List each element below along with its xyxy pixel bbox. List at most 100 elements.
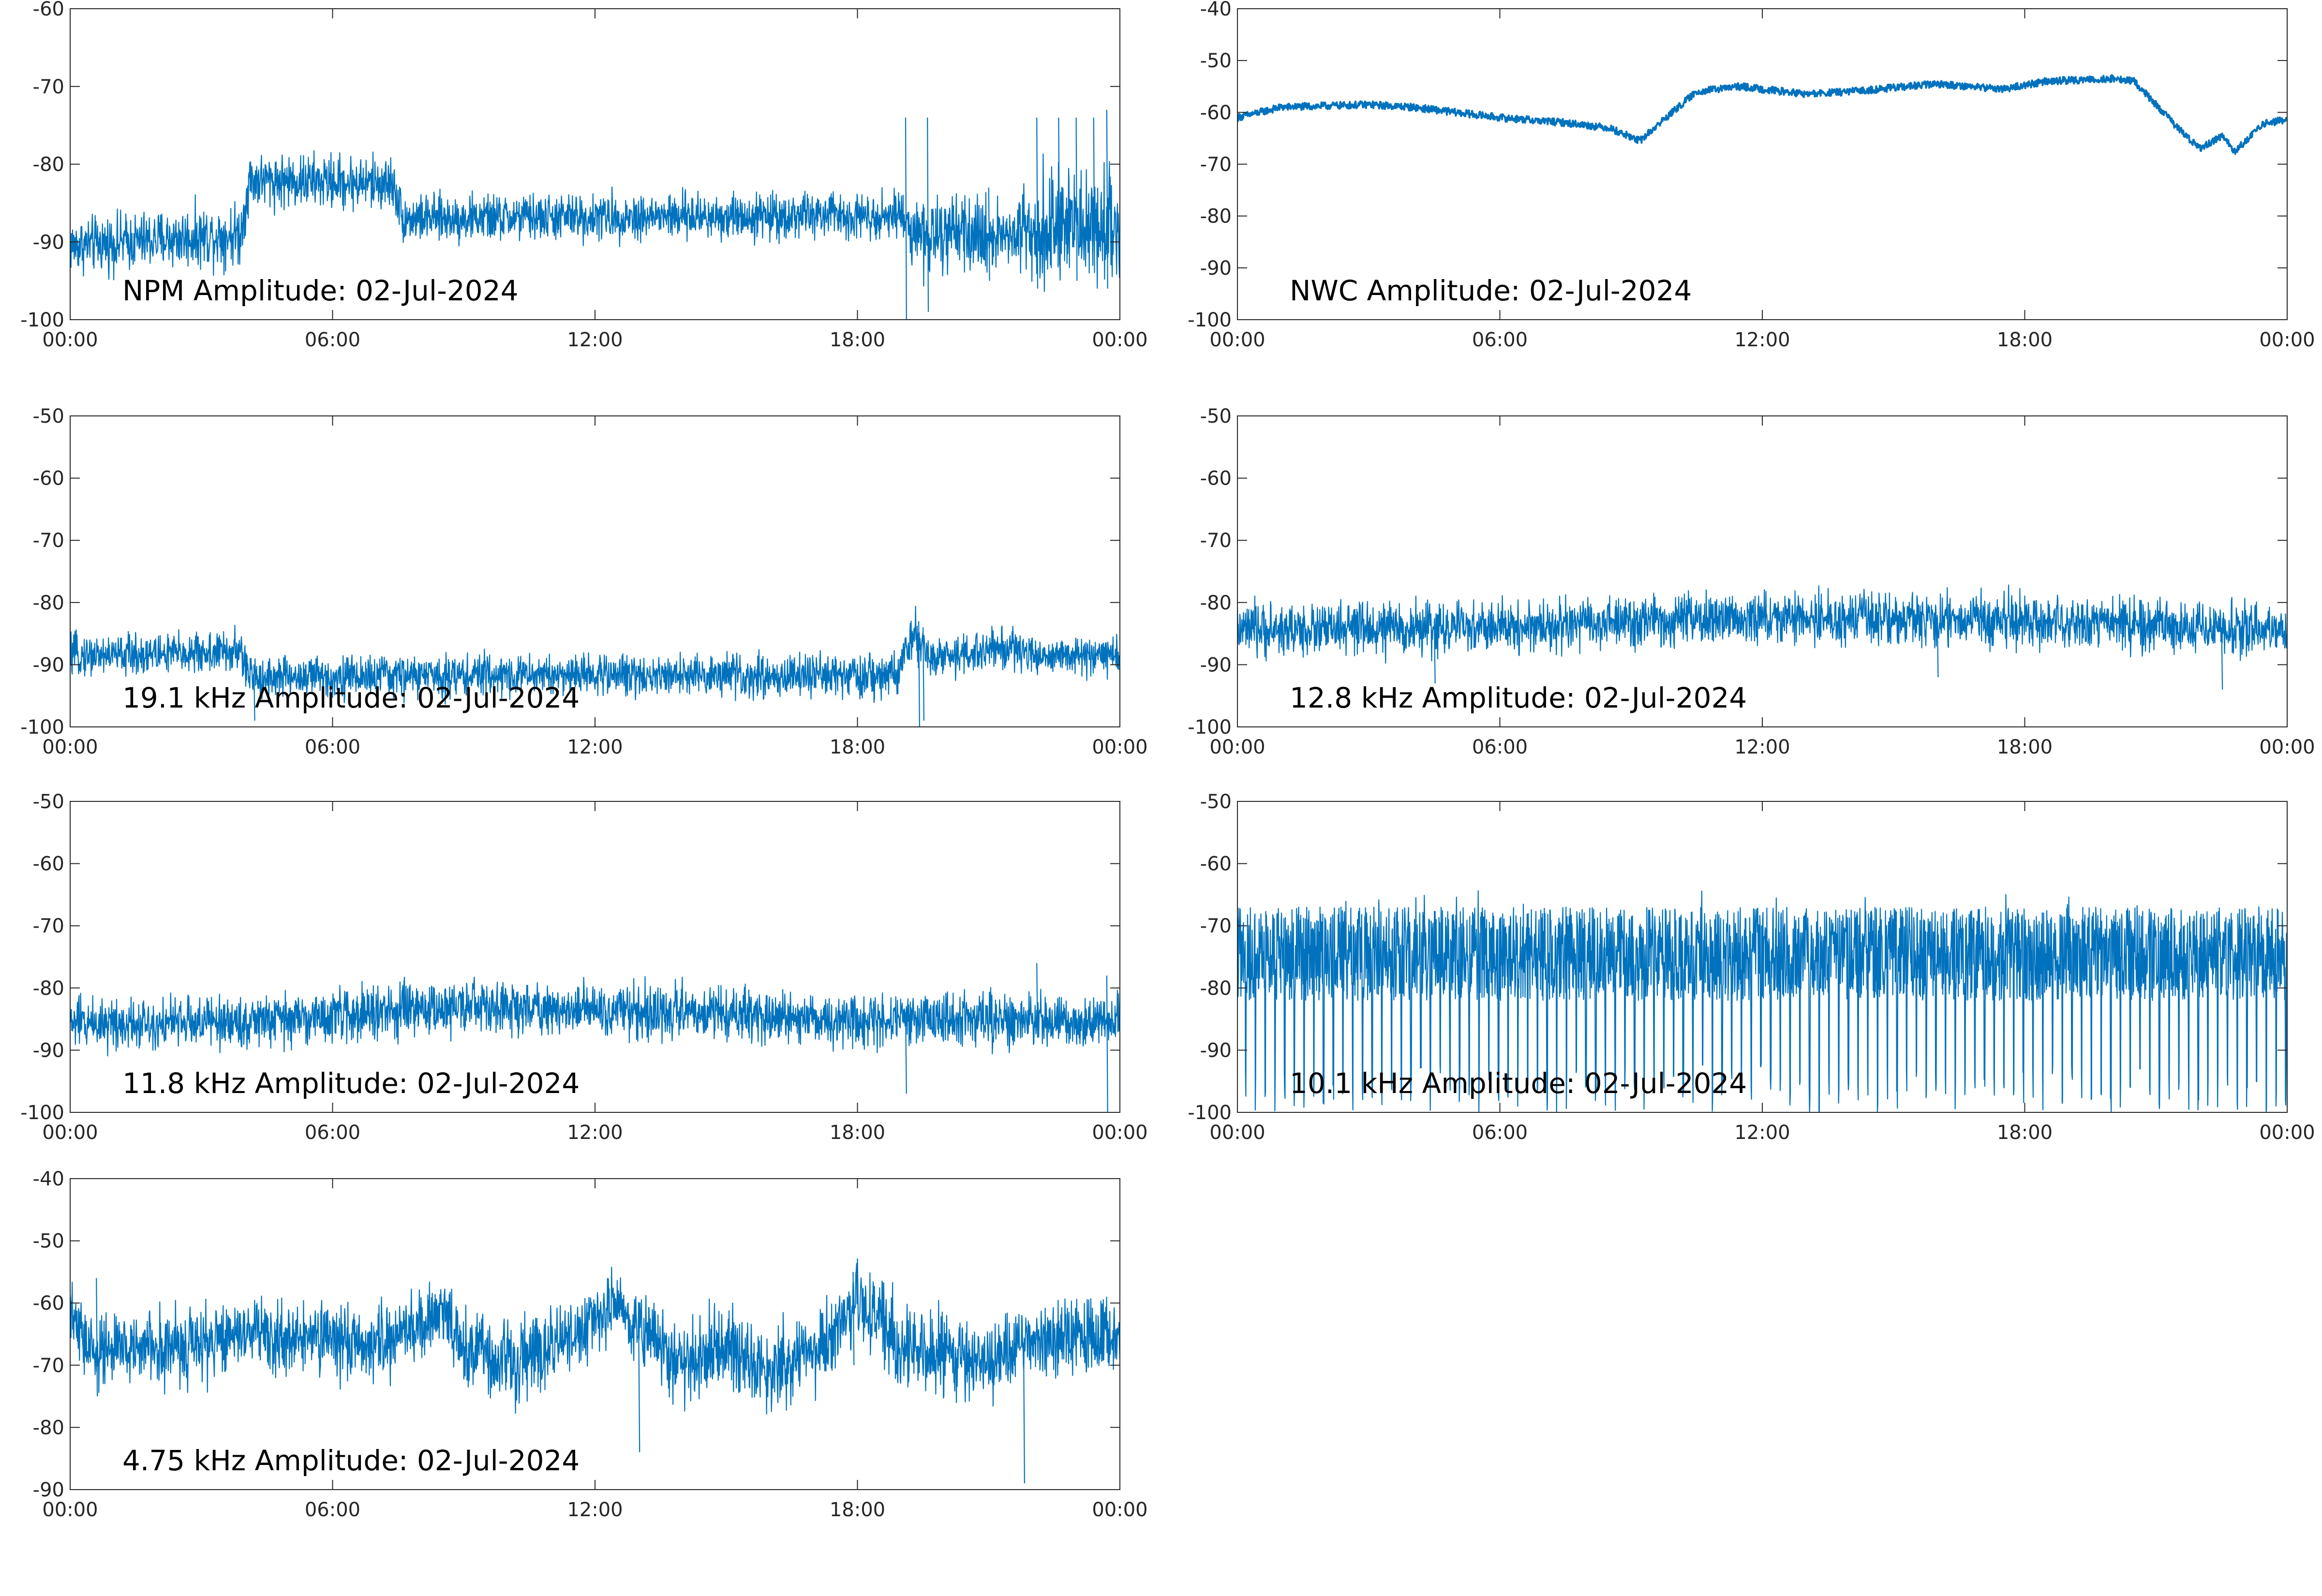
y-tick-label: -70 (33, 1355, 64, 1377)
x-tick-label: 06:00 (1472, 736, 1528, 758)
panel-annotation: 19.1 kHz Amplitude: 02-Jul-2024 (122, 681, 580, 714)
y-tick-label: -70 (1200, 530, 1232, 552)
y-tick-label: -60 (33, 1292, 64, 1315)
plot-area (70, 963, 1120, 1112)
y-tick-label: -80 (33, 977, 64, 1000)
x-tick-label: 18:00 (830, 1499, 885, 1521)
x-tick-label: 06:00 (305, 1122, 360, 1144)
y-tick-label: -70 (33, 76, 64, 98)
y-tick-label: -80 (33, 154, 64, 176)
x-tick-label: 12:00 (1734, 736, 1790, 758)
x-tick-label: 00:00 (2259, 329, 2315, 351)
x-tick-label: 12:00 (1734, 1122, 1790, 1144)
plot-area (70, 1258, 1120, 1484)
y-tick-label: -50 (1200, 50, 1232, 72)
y-tick-label: -90 (33, 231, 64, 253)
y-tick-label: -60 (1200, 468, 1232, 490)
x-tick-label: 06:00 (305, 736, 360, 758)
panel-annotation: 11.8 kHz Amplitude: 02-Jul-2024 (122, 1067, 580, 1100)
y-tick-label: -60 (33, 853, 64, 875)
panel-annotation: 4.75 kHz Amplitude: 02-Jul-2024 (122, 1444, 580, 1477)
y-tick-label: -100 (1188, 716, 1232, 739)
x-tick-label: 00:00 (1209, 736, 1265, 758)
y-tick-label: -60 (1200, 853, 1232, 875)
plot-area (70, 606, 1120, 727)
y-tick-label: -100 (20, 716, 64, 739)
y-tick-label: -70 (1200, 154, 1232, 176)
x-tick-label: 12:00 (1734, 329, 1790, 351)
x-tick-label: 18:00 (1997, 329, 2053, 351)
y-tick-label: -70 (33, 915, 64, 937)
x-tick-label: 12:00 (567, 329, 623, 351)
plot-area (1237, 890, 2287, 1112)
x-tick-label: 00:00 (1092, 736, 1147, 758)
y-tick-label: -80 (1200, 592, 1232, 614)
y-tick-label: -100 (20, 1102, 64, 1124)
x-tick-label: 12:00 (567, 1499, 623, 1521)
series-line (70, 109, 1120, 320)
y-tick-label: -80 (1200, 977, 1232, 1000)
y-tick-label: -40 (33, 1168, 64, 1190)
y-tick-label: -60 (33, 468, 64, 490)
x-tick-label: 00:00 (1092, 1499, 1147, 1521)
x-tick-label: 18:00 (830, 1122, 885, 1144)
y-tick-label: -50 (33, 1230, 64, 1253)
panel-annotation: 12.8 kHz Amplitude: 02-Jul-2024 (1290, 681, 1747, 714)
y-tick-label: -50 (33, 791, 64, 813)
y-tick-label: -90 (1200, 257, 1232, 280)
x-tick-label: 06:00 (305, 1499, 360, 1521)
x-tick-label: 18:00 (1997, 1122, 2053, 1144)
series-line (1237, 74, 2287, 155)
y-tick-label: -90 (1200, 654, 1232, 676)
panel-annotation: 10.1 kHz Amplitude: 02-Jul-2024 (1290, 1067, 1747, 1100)
x-tick-label: 00:00 (1209, 329, 1265, 351)
x-tick-label: 18:00 (830, 329, 885, 351)
y-tick-label: -80 (33, 592, 64, 614)
y-tick-label: -100 (1188, 309, 1232, 331)
plot-area (70, 109, 1120, 320)
series-line (70, 606, 1120, 727)
series-line (70, 963, 1120, 1112)
x-tick-label: 00:00 (2259, 1122, 2315, 1144)
y-tick-label: -100 (20, 309, 64, 331)
x-tick-label: 18:00 (830, 736, 885, 758)
y-tick-label: -60 (33, 0, 64, 20)
x-tick-label: 12:00 (567, 1122, 623, 1144)
x-tick-label: 00:00 (42, 329, 98, 351)
y-tick-label: -70 (1200, 915, 1232, 937)
y-tick-label: -90 (33, 1479, 64, 1501)
y-tick-label: -80 (1200, 206, 1232, 228)
series-line (1237, 584, 2287, 690)
x-tick-label: 00:00 (42, 1122, 98, 1144)
x-tick-label: 00:00 (42, 736, 98, 758)
x-tick-label: 12:00 (567, 736, 623, 758)
x-tick-label: 00:00 (1092, 329, 1147, 351)
y-tick-label: -50 (33, 405, 64, 428)
y-tick-label: -70 (33, 530, 64, 552)
x-tick-label: 18:00 (1997, 736, 2053, 758)
x-tick-label: 00:00 (2259, 736, 2315, 758)
y-tick-label: -80 (33, 1417, 64, 1439)
panel-annotation: NPM Amplitude: 02-Jul-2024 (122, 274, 519, 307)
plot-area (1237, 584, 2287, 690)
x-tick-label: 00:00 (1092, 1122, 1147, 1144)
y-tick-label: -50 (1200, 405, 1232, 428)
x-tick-label: 00:00 (42, 1499, 98, 1521)
x-tick-label: 06:00 (305, 329, 360, 351)
series-line (1237, 890, 2287, 1112)
panel-annotation: NWC Amplitude: 02-Jul-2024 (1290, 274, 1692, 307)
y-tick-label: -40 (1200, 0, 1232, 20)
y-tick-label: -90 (33, 654, 64, 676)
x-tick-label: 06:00 (1472, 1122, 1528, 1144)
y-tick-label: -60 (1200, 102, 1232, 124)
x-tick-label: 00:00 (1209, 1122, 1265, 1144)
